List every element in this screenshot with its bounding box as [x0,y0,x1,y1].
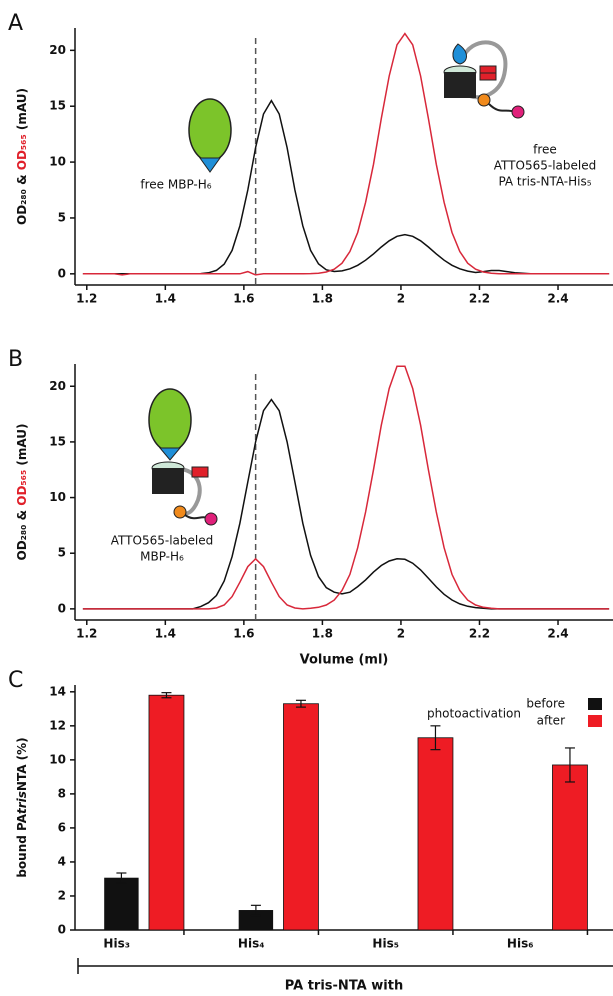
tris-nta-icon [443,40,525,119]
y-tick-label: 8 [58,786,66,800]
error-bar [161,692,172,699]
y-tick-label: 20 [49,379,66,393]
legend-label: before [526,697,565,711]
x-tick-label: 1.4 [155,292,176,306]
y-tick-label: 5 [58,210,66,224]
y-tick-label: 10 [49,752,66,766]
y-tick-label: 15 [49,99,66,113]
annotation: MBP-H₆ [140,550,184,564]
y-axis-label: OD₂₈₀ & OD₅₆₅ (mAU) [15,423,29,560]
error-bar [116,872,127,884]
bar [104,877,139,931]
x-tick-label: 2.4 [547,627,568,641]
bar [148,694,185,931]
annotation: ATTO565-labeled [494,159,596,173]
y-axis-label-part: & [15,506,29,525]
bracket [77,958,613,974]
curve [82,32,610,276]
x-tick-label: 1.8 [312,627,333,641]
x-tick-label: 1.6 [233,292,254,306]
y-axis-label-part: OD₂₈₀ [15,525,29,561]
legend-title: photoactivation [427,707,521,721]
y-tick-label: 10 [49,490,66,504]
error-bar [250,904,261,917]
x-tick-label: 1.8 [312,292,333,306]
y-tick-label: 12 [49,718,66,732]
y-axis-label-part: tris [15,791,29,814]
y-tick-label: 2 [58,888,66,902]
y-tick-label: 0 [58,266,66,280]
error-bar [430,725,441,751]
x-tick-label: 2.2 [469,292,490,306]
mbp-icon [188,98,232,173]
annotation: PA tris-NTA-His₅ [498,175,591,189]
legend-label: after [537,714,565,728]
y-tick-label: 6 [58,820,66,834]
annotation: free MBP-H₆ [140,178,211,192]
x-tick-label: His₄ [238,937,265,951]
y-axis-label-part: & [15,170,29,189]
y-axis-label: bound PAtrisNTA (%) [15,737,29,877]
y-axis-label-part: OD₅₆₅ [15,134,29,170]
y-tick-label: 4 [58,854,66,868]
x-tick-label: 1.4 [155,627,176,641]
legend-swatch [588,715,602,727]
x-tick-label: His₅ [372,937,399,951]
y-tick-label: 0 [58,601,66,615]
x-axis-label: Volume (ml) [300,653,389,668]
annotation: ATTO565-labeled [111,534,213,548]
panel-label: A [8,11,23,36]
bar [552,764,588,931]
y-axis-label-part: OD₅₆₅ [15,470,29,506]
panel-label: C [8,668,23,693]
bar [417,737,454,931]
y-axis-label-part: NTA (%) [15,737,29,791]
y-axis-label-part: OD₂₈₀ [15,189,29,225]
x-tick-label: His₆ [507,937,534,951]
y-tick-label: 10 [49,155,66,169]
y-tick-label: 0 [58,923,66,937]
x-tick-label: 2 [397,292,405,306]
y-axis-label-part: bound PA [15,813,29,877]
x-tick-label: 1.6 [233,627,254,641]
panel-label: B [8,347,23,372]
x-tick-label: 2.2 [469,627,490,641]
x-tick-label: His₃ [103,937,130,951]
y-tick-label: 5 [58,546,66,560]
bar [283,703,319,931]
error-bar [295,699,306,708]
curve [82,365,610,610]
y-axis-label: OD₂₈₀ & OD₅₆₅ (mAU) [15,88,29,225]
y-tick-label: 15 [49,434,66,448]
y-axis-label-part: (mAU) [15,423,29,469]
x-tick-label: 1.2 [76,627,97,641]
complex-icon [148,388,218,526]
x-tick-label: 2 [397,627,405,641]
error-bar [564,747,575,783]
y-axis-label-part: (mAU) [15,88,29,134]
y-tick-label: 20 [49,43,66,57]
y-tick-label: 14 [49,684,66,698]
x-tick-label: 1.2 [76,292,97,306]
x-axis-label: PA tris-NTA with [285,979,403,994]
annotation: free [533,143,557,157]
legend-swatch [588,698,602,710]
x-tick-label: 2.4 [547,292,568,306]
